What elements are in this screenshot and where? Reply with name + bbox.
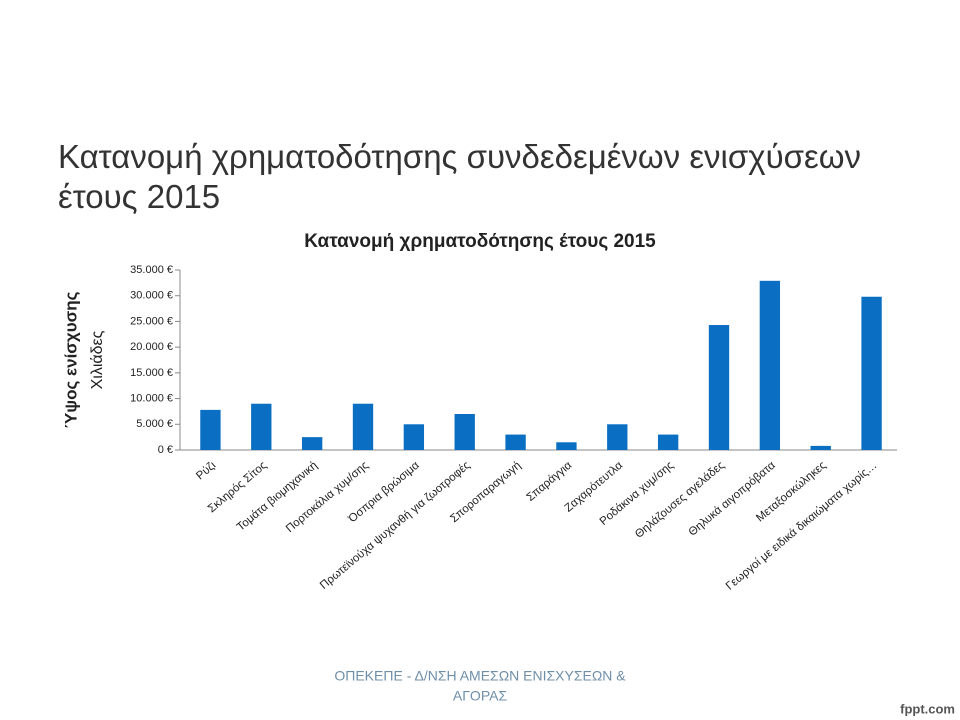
y-tick-label: 25.000 €: [130, 315, 173, 327]
footer: ΑΓΟΡΑΣ: [453, 688, 508, 704]
x-tick-label: Ρύζι: [194, 459, 218, 482]
bar: [352, 403, 374, 450]
bar: [708, 325, 730, 450]
y-tick-label: 5.000 €: [136, 418, 173, 430]
footer: ΟΠΕΚΕΠΕ - Δ/ΝΣΗ ΑΜΕΣΩΝ ΕΝΙΣΧΥΣΕΩΝ &: [334, 668, 626, 684]
slide-title: Κατανομή χρηματοδότησης συνδεδεμένων ενι…: [58, 138, 861, 175]
chart-title: Κατανομή χρηματοδότησης έτους 2015: [304, 231, 656, 252]
bar: [403, 424, 425, 450]
y-tick-label: 35.000 €: [130, 264, 173, 276]
bar: [301, 437, 323, 450]
bar: [556, 442, 577, 450]
bar: [810, 445, 831, 450]
bar: [454, 414, 475, 450]
bar: [759, 280, 781, 450]
x-tick-label: Θηλάζουσες αγελάδες: [633, 459, 727, 541]
y-axis-unit: Χιλιάδες: [89, 330, 106, 389]
watermark: fppt.com: [900, 701, 955, 716]
y-tick-label: 20.000 €: [130, 341, 173, 353]
bar: [657, 434, 679, 450]
x-tick-label: Σπαράγγια: [525, 459, 575, 504]
y-tick-label: 10.000 €: [130, 392, 173, 404]
x-tick-label: Θηλυκά αιγοπρόβατα: [687, 459, 778, 538]
y-tick-label: 30.000 €: [130, 290, 173, 302]
slide-title: έτους 2015: [58, 178, 220, 215]
bar: [861, 296, 882, 450]
bar: [607, 424, 628, 450]
y-tick-label: 0 €: [158, 444, 173, 456]
bar: [200, 409, 221, 450]
x-tick-label: Πορτοκάλια χυμ/σης: [284, 459, 371, 535]
y-tick-label: 15.000 €: [130, 367, 173, 379]
bar: [505, 434, 526, 450]
bar: [251, 403, 272, 450]
y-axis-title: Ύψος ενίσχυσης: [61, 291, 80, 428]
